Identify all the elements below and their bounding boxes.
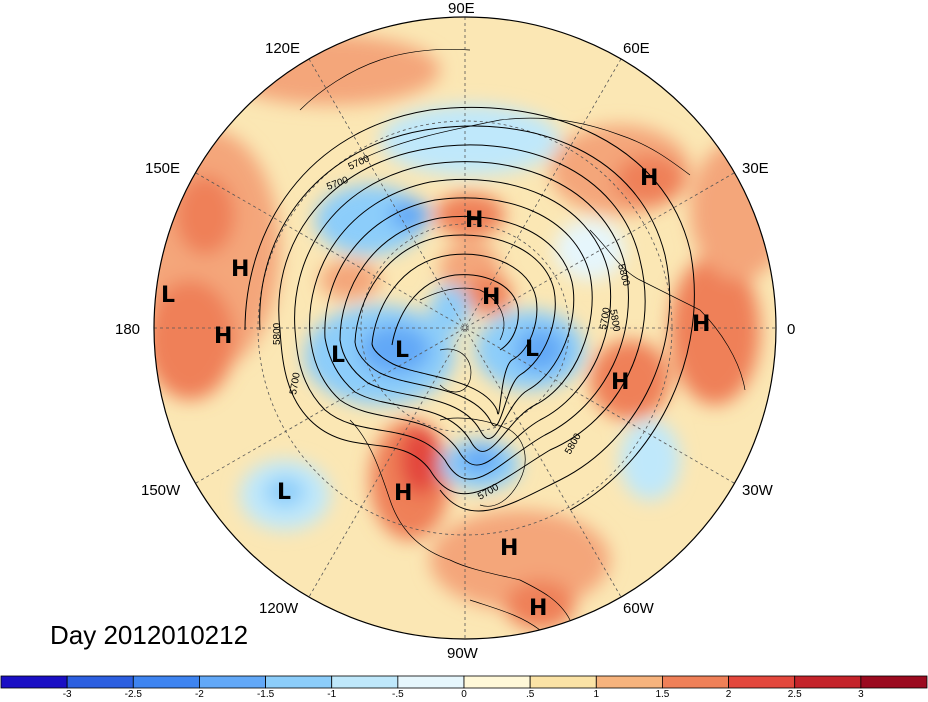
colorbar-tick-label: 2.5 [787, 689, 802, 700]
lon-label-120w: 120W [259, 600, 299, 617]
lon-label-60e: 60E [623, 40, 650, 57]
high-center: H [465, 208, 483, 233]
lon-label-120e: 120E [265, 40, 301, 57]
colorbar-tick-label: .5 [525, 689, 535, 700]
colorbar-tick-label: -3 [62, 689, 72, 700]
high-center: H [529, 596, 547, 621]
high-center: H [482, 285, 500, 310]
colorbar-swatch [463, 675, 531, 689]
high-center: H [611, 370, 629, 395]
low-center: L [161, 283, 175, 308]
pressure-centers: H H H H H H H H H H L L L L L [161, 166, 710, 621]
colorbar-tick-label: 1 [593, 689, 600, 700]
colorbar-swatch [397, 675, 465, 689]
colorbar-swatch [0, 675, 68, 689]
colorbar-tick-label: -1 [327, 689, 337, 700]
high-center: H [214, 324, 232, 349]
colorbar-swatch [132, 675, 200, 689]
colorbar-swatch [728, 675, 796, 689]
high-center: H [231, 257, 249, 282]
colorbar-swatch [199, 675, 266, 689]
colorbar-tick-label: 2 [725, 689, 732, 700]
colorbar-swatch [595, 675, 663, 689]
high-center: H [500, 536, 518, 561]
map-title: Day 2012010212 [50, 620, 249, 650]
contour-label: 5800 [607, 309, 622, 333]
high-center: H [692, 312, 710, 337]
colorbar-tick-label: 3 [858, 689, 864, 700]
contour-label: 5800 [272, 322, 283, 345]
low-center: L [395, 338, 409, 363]
lon-label-60w: 60W [623, 600, 654, 617]
high-center: H [394, 481, 412, 506]
globe-border [153, 16, 777, 640]
colorbar-tick-label: 1.5 [655, 689, 670, 700]
lon-label-180: 180 [115, 321, 141, 338]
colorbar-tick-label: -2.5 [124, 689, 142, 700]
colorbar-swatch [66, 675, 134, 689]
lon-label-90w: 90W [447, 645, 478, 662]
colorbar-swatch [662, 675, 729, 689]
lon-label-150e: 150E [145, 160, 181, 177]
contour-label: 5700 [598, 306, 613, 330]
contour-label: 5700 [288, 371, 303, 395]
low-center: L [525, 337, 539, 362]
colorbar-swatch [265, 675, 333, 689]
colorbar-tick-label: 0 [461, 689, 467, 700]
lon-label-0: 0 [787, 321, 796, 338]
colorbar-swatch [794, 675, 862, 689]
colorbar-tick-label: -.5 [392, 689, 404, 700]
height-contours [244, 106, 695, 512]
lon-label-90e: 90E [448, 0, 475, 17]
low-center: L [277, 480, 291, 505]
lon-label-30w: 30W [742, 482, 773, 499]
colorbar-tick-label: -1.5 [256, 689, 275, 700]
colorbar [0, 675, 928, 689]
colorbar-swatch [529, 675, 597, 689]
graticule [154, 17, 776, 639]
colorbar-swatch [860, 675, 928, 689]
high-center: H [640, 166, 658, 191]
lon-label-150w: 150W [141, 482, 181, 499]
coastlines [299, 48, 746, 631]
lon-label-30e: 30E [742, 160, 769, 177]
colorbar-tick-label: -2 [194, 689, 204, 700]
colorbar-swatch [331, 675, 399, 689]
low-center: L [331, 343, 345, 368]
